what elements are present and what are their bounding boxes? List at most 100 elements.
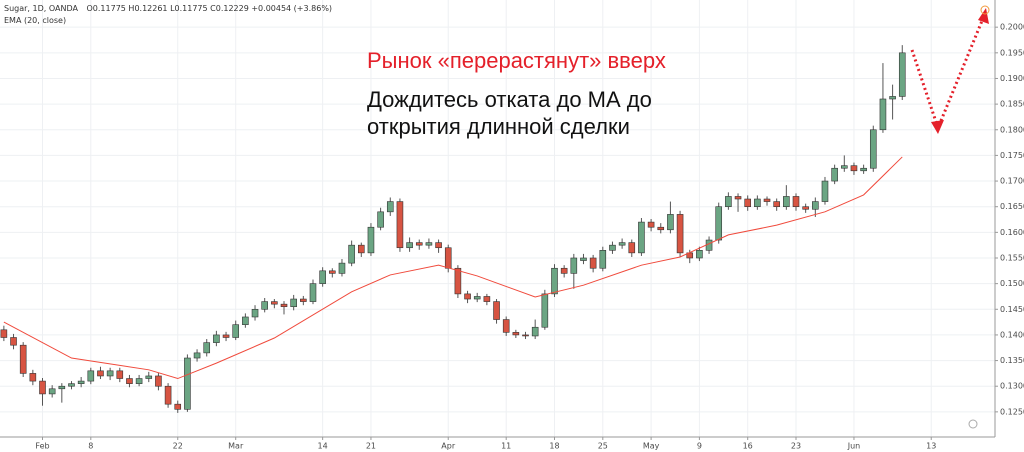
candle-body (676, 214, 684, 254)
candle-body (696, 250, 703, 259)
candle-body (271, 301, 278, 305)
candle-body (338, 262, 346, 274)
candle-body (174, 403, 182, 410)
x-tick-label: 8 (88, 442, 93, 451)
candle-body (850, 165, 858, 172)
candle-body (647, 221, 655, 228)
candle-body (898, 52, 906, 97)
settings-icon[interactable] (968, 419, 978, 429)
candle-body (425, 242, 433, 246)
candle-body (58, 385, 66, 390)
candle-body (126, 378, 133, 384)
y-tick-label: 0.19000 (1000, 74, 1024, 83)
candle-body (860, 167, 867, 172)
candle-body (763, 198, 771, 202)
candle-body (879, 98, 887, 131)
candle-body (725, 196, 732, 208)
candle-body (145, 375, 153, 379)
candle-body (10, 337, 17, 346)
header: Sugar, 1D, OANDA O0.11775 H0.12261 L0.11… (4, 4, 332, 13)
candle-body (599, 250, 607, 269)
candle-body (203, 342, 211, 354)
candle-body (483, 296, 491, 302)
x-tick-label: 11 (501, 442, 511, 451)
candle-body (135, 378, 143, 384)
x-tick-label: Jun (847, 442, 861, 451)
candle-body (464, 293, 471, 300)
candle-body (522, 334, 529, 337)
candle-body (889, 96, 896, 100)
annotation-title: Рынок «перерастянут» вверх (367, 48, 666, 73)
grid (0, 0, 995, 437)
arrow-head (978, 8, 989, 24)
candle-body (869, 129, 877, 169)
y-tick-label: 0.13000 (1000, 382, 1024, 391)
candle-body (213, 334, 220, 343)
candle-body (580, 257, 587, 261)
candle-body (87, 370, 95, 382)
candle-body (415, 242, 423, 246)
candle-body (502, 319, 510, 333)
candle-body (802, 206, 809, 210)
candle-body (754, 198, 761, 208)
candle-body (357, 244, 365, 254)
candle-body (242, 316, 249, 325)
y-tick-label: 0.20000 (1000, 23, 1024, 32)
candle-body (39, 380, 46, 395)
candle-body (454, 267, 462, 295)
candle-body (570, 257, 578, 274)
candle-body (551, 267, 558, 295)
quote: O0.11775 H0.12261 L0.11775 C0.12229 +0.0… (86, 4, 333, 13)
candle-body (821, 180, 829, 202)
y-tick-label: 0.16000 (1000, 228, 1024, 237)
y-tick-label: 0.13500 (1000, 356, 1024, 365)
x-tick-label: Mar (228, 442, 244, 451)
candle-body (367, 226, 375, 254)
candle-body (29, 373, 37, 382)
candle-body (184, 357, 191, 410)
candle-body (531, 326, 539, 337)
candle-body (0, 329, 8, 338)
candle-body (155, 375, 162, 387)
plot-area (0, 0, 995, 437)
y-tick-label: 0.18000 (1000, 125, 1024, 134)
symbol-title: Sugar, 1D, OANDA (4, 4, 78, 13)
x-tick-label: 18 (549, 442, 559, 451)
candle-body (473, 296, 481, 300)
candle-body (734, 196, 742, 200)
candle-body (68, 383, 75, 387)
x-tick-label: 25 (598, 442, 608, 451)
candle-body (300, 298, 307, 302)
x-tick-label: 16 (743, 442, 753, 451)
candle-body (783, 196, 790, 208)
y-tick-label: 0.16500 (1000, 202, 1024, 211)
candle-body (396, 201, 404, 249)
candle-body (386, 201, 394, 213)
indicator-label: EMA (20, close) (4, 16, 67, 25)
y-tick-label: 0.14500 (1000, 305, 1024, 314)
alert-icon[interactable] (980, 5, 990, 15)
annotation-line: Дождитесь отката до МА до (367, 87, 652, 112)
candle-body (512, 332, 520, 336)
candle-body (406, 242, 413, 249)
candle-body (97, 370, 104, 377)
candle-body (609, 244, 616, 251)
candle-body (280, 303, 288, 308)
candle-body (222, 334, 230, 338)
candle-body (193, 352, 201, 359)
candle-body (667, 214, 674, 231)
candle-body (744, 198, 751, 208)
candle-body (589, 257, 597, 269)
candle-body (77, 380, 85, 384)
candle-body (19, 344, 27, 374)
annotation-text: Дождитесь отката до МА до открытия длинн… (367, 86, 652, 140)
x-tick-label: 9 (697, 442, 702, 451)
candle-body (116, 370, 124, 379)
candle-body (628, 242, 636, 254)
candle-body (48, 388, 56, 395)
x-tick-label: 14 (318, 442, 328, 451)
candle-body (773, 201, 780, 208)
candle-body (348, 244, 355, 264)
y-tick-label: 0.18500 (1000, 100, 1024, 109)
